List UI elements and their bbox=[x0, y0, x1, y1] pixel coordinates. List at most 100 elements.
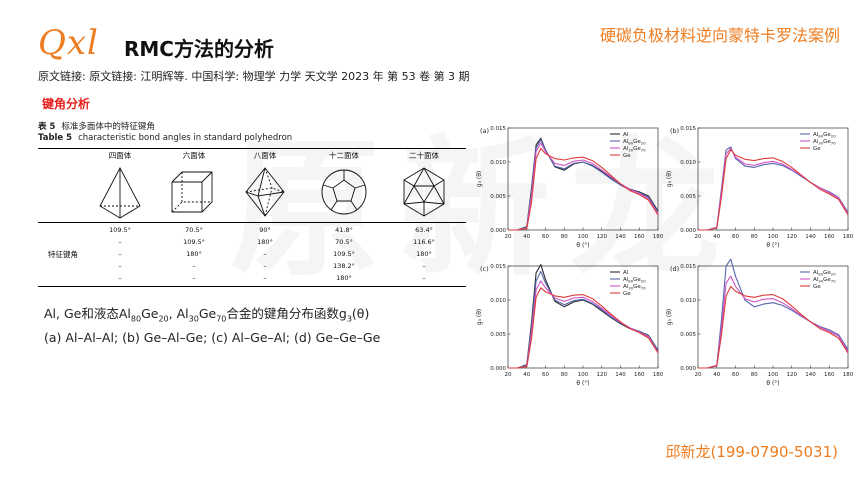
y-axis-label: g₃ (θ) bbox=[666, 171, 673, 187]
legend-label: Al30Ge70 bbox=[813, 277, 836, 283]
x-tick-label: 140 bbox=[615, 234, 626, 240]
col-header-icosahedron: 二十面体 bbox=[409, 151, 439, 160]
brand-logo: Qxl bbox=[38, 23, 99, 63]
table-cell: – bbox=[118, 262, 122, 270]
y-tick-label: 0.010 bbox=[680, 298, 696, 304]
polyhedron-drawings bbox=[99, 167, 445, 219]
x-tick-label: 180 bbox=[843, 372, 854, 378]
legend-label: Al bbox=[623, 132, 629, 138]
y-tick-label: 0.015 bbox=[490, 264, 506, 270]
table-caption-en: Table 5 characteristic bond angles in sta… bbox=[38, 133, 292, 144]
table-cell: – bbox=[192, 262, 196, 270]
x-tick-label: 20 bbox=[695, 372, 702, 378]
bond-angle-charts: (a) 20 40 60 80 100 120 140 160 180 0.000 0.005 0.01… bbox=[476, 126, 854, 387]
x-tick-label: 20 bbox=[695, 234, 702, 240]
legend-label: Al30Ge70 bbox=[623, 284, 646, 290]
y-tick-label: 0.000 bbox=[490, 228, 506, 234]
series-line-al30ge70 bbox=[698, 147, 849, 231]
x-tick-label: 120 bbox=[787, 372, 798, 378]
table-mid-rule bbox=[38, 222, 466, 223]
contact-info: 邱新龙(199-0790-5031) bbox=[665, 443, 838, 461]
table-cell: 180° bbox=[416, 250, 432, 258]
y-tick-label: 0.015 bbox=[680, 264, 696, 270]
x-tick-label: 160 bbox=[824, 234, 835, 240]
col-header-dodecahedron: 十二面体 bbox=[329, 151, 359, 160]
x-tick-label: 80 bbox=[561, 372, 568, 378]
table-top-rule bbox=[38, 148, 466, 150]
table-caption-cn-text: 标准多面体中的特征键角 bbox=[61, 122, 155, 132]
x-tick-label: 120 bbox=[597, 234, 608, 240]
x-tick-label: 160 bbox=[634, 372, 645, 378]
x-tick-label: 80 bbox=[561, 234, 568, 240]
caption-text: Al, Ge和液态Al bbox=[44, 306, 131, 321]
watermark: 原新龙 bbox=[230, 123, 741, 297]
panel-label: (d) bbox=[670, 265, 679, 273]
y-tick-label: 0.015 bbox=[490, 126, 506, 132]
x-tick-label: 60 bbox=[732, 372, 739, 378]
table-cell: 138.2° bbox=[333, 262, 355, 270]
reference-line: 原文链接: 原文链接: 江明辉等. 中国科学: 物理学 力学 天文学 2023 … bbox=[38, 70, 470, 83]
octahedron-shape bbox=[245, 167, 285, 217]
table-row-label: 特征键角 bbox=[48, 250, 78, 259]
table-cell: 90° bbox=[259, 226, 271, 234]
caption-text: 合金的键角分布函数g bbox=[226, 306, 347, 321]
x-tick-label: 80 bbox=[751, 372, 758, 378]
panel-label: (b) bbox=[670, 127, 679, 135]
table-cell: – bbox=[118, 250, 122, 258]
table-cell: 41.8° bbox=[335, 226, 353, 234]
legend-label: Ge bbox=[623, 291, 631, 297]
chart-panel-a: (a) 20 40 60 80 100 120 140 160 180 0.000 0.005 0.01… bbox=[476, 126, 664, 249]
x-tick-label: 60 bbox=[732, 234, 739, 240]
col-header-tetrahedron: 四面体 bbox=[108, 151, 132, 160]
panel-label: (c) bbox=[480, 265, 489, 273]
legend-label: Al80Ge20 bbox=[623, 139, 646, 145]
table-caption-en-text: characteristic bond angles in standard p… bbox=[78, 133, 293, 143]
x-tick-label: 120 bbox=[787, 234, 798, 240]
table-cell: 70.5° bbox=[335, 238, 353, 246]
hexahedron-shape bbox=[171, 171, 213, 213]
table-cell: 109.5° bbox=[333, 250, 355, 258]
x-axis-label: θ (°) bbox=[576, 242, 589, 249]
panel-label: (a) bbox=[480, 127, 489, 135]
series-line-al30ge70 bbox=[508, 142, 659, 231]
x-tick-label: 100 bbox=[768, 234, 779, 240]
x-tick-label: 100 bbox=[768, 372, 779, 378]
x-tick-label: 180 bbox=[653, 234, 664, 240]
table-cell: 180° bbox=[257, 238, 273, 246]
col-header-octahedron: 八面体 bbox=[253, 151, 277, 160]
figure-caption-line1: Al, Ge和液态Al80Ge20, Al30Ge70合金的键角分布函数g3(θ… bbox=[44, 306, 369, 328]
x-tick-label: 180 bbox=[653, 372, 664, 378]
y-tick-label: 0.010 bbox=[490, 298, 506, 304]
legend-label: Al80Ge20 bbox=[813, 132, 836, 138]
x-tick-label: 20 bbox=[505, 372, 512, 378]
legend-label: Al bbox=[623, 270, 629, 276]
x-tick-label: 40 bbox=[713, 234, 720, 240]
y-axis-label: g₃ (θ) bbox=[476, 171, 483, 187]
caption-text: (θ) bbox=[351, 306, 370, 321]
x-axis-label: θ (°) bbox=[766, 242, 779, 249]
caption-subscript: 70 bbox=[216, 314, 227, 324]
x-tick-label: 180 bbox=[843, 234, 854, 240]
y-tick-label: 0.010 bbox=[680, 160, 696, 166]
table-cell: – bbox=[118, 238, 122, 246]
table-cell: – bbox=[422, 262, 426, 270]
series-line-ge bbox=[508, 287, 659, 369]
legend-label: Al30Ge70 bbox=[813, 139, 836, 145]
icosahedron-shape bbox=[403, 167, 445, 217]
series-line-al80ge20 bbox=[508, 139, 659, 231]
y-axis-label: g₃ (θ) bbox=[476, 309, 483, 325]
y-tick-label: 0.005 bbox=[680, 194, 696, 200]
legend-label: Ge bbox=[623, 153, 631, 159]
table-cell: – bbox=[118, 274, 122, 282]
x-tick-label: 100 bbox=[578, 234, 589, 240]
x-tick-label: 60 bbox=[542, 234, 549, 240]
series-line-al30ge70 bbox=[508, 280, 659, 369]
series-line-al30ge70 bbox=[698, 275, 849, 369]
x-tick-label: 20 bbox=[505, 234, 512, 240]
y-tick-label: 0.000 bbox=[490, 366, 506, 372]
x-tick-label: 160 bbox=[634, 234, 645, 240]
table-cell: – bbox=[263, 262, 267, 270]
chart-panel-d: (d) 20 40 60 80 100 120 140 160 180 0.000 0.005 0.01… bbox=[666, 258, 854, 387]
table-caption-en-label: Table 5 bbox=[38, 133, 73, 143]
dodecahedron-shape bbox=[321, 169, 367, 215]
